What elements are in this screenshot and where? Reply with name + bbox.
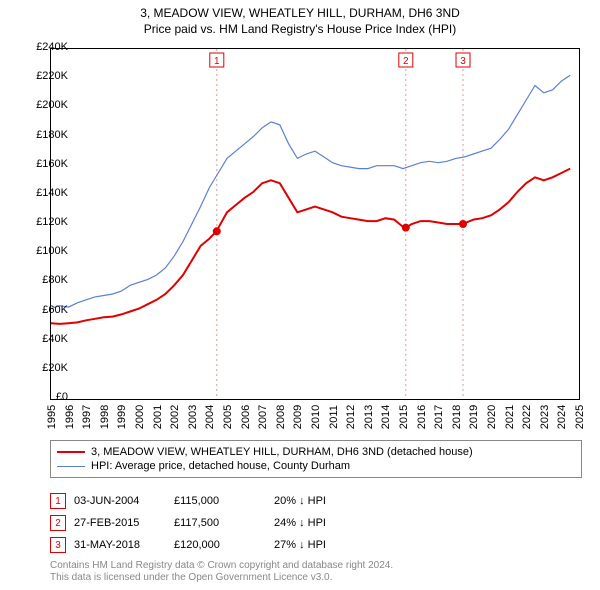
plot-svg: 1 2 3: [51, 49, 579, 399]
sale-price-1: £115,000: [174, 495, 274, 507]
chart-title-line2: Price paid vs. HM Land Registry's House …: [0, 22, 600, 36]
sale-delta-1: 20% ↓ HPI: [274, 495, 326, 507]
legend-row-series0: 3, MEADOW VIEW, WHEATLEY HILL, DURHAM, D…: [57, 445, 575, 459]
svg-text:2: 2: [403, 56, 409, 67]
sale-marker-1: 1: [50, 493, 66, 509]
legend-swatch-1: [57, 466, 85, 467]
chart-title-line1: 3, MEADOW VIEW, WHEATLEY HILL, DURHAM, D…: [0, 6, 600, 20]
sales-table: 1 03-JUN-2004 £115,000 20% ↓ HPI 2 27-FE…: [50, 490, 326, 556]
sale-date-3: 31-MAY-2018: [74, 539, 174, 551]
sale-price-3: £120,000: [174, 539, 274, 551]
sales-row-3: 3 31-MAY-2018 £120,000 27% ↓ HPI: [50, 534, 326, 556]
sale-price-2: £117,500: [174, 517, 274, 529]
legend-swatch-0: [57, 451, 85, 453]
chart-page: 3, MEADOW VIEW, WHEATLEY HILL, DURHAM, D…: [0, 0, 600, 590]
sale-delta-2: 24% ↓ HPI: [274, 517, 326, 529]
sale-date-2: 27-FEB-2015: [74, 517, 174, 529]
legend-label-1: HPI: Average price, detached house, Coun…: [91, 460, 350, 472]
plot-area: 1 2 3: [50, 48, 580, 400]
attribution-line1: Contains HM Land Registry data © Crown c…: [50, 560, 393, 572]
sales-row-2: 2 27-FEB-2015 £117,500 24% ↓ HPI: [50, 512, 326, 534]
attribution: Contains HM Land Registry data © Crown c…: [50, 560, 393, 584]
attribution-line2: This data is licensed under the Open Gov…: [50, 572, 393, 584]
sale-marker-2: 2: [50, 515, 66, 531]
sale-date-1: 03-JUN-2004: [74, 495, 174, 507]
sale-delta-3: 27% ↓ HPI: [274, 539, 326, 551]
legend-row-series1: HPI: Average price, detached house, Coun…: [57, 459, 575, 473]
sale-marker-3: 3: [50, 537, 66, 553]
legend-label-0: 3, MEADOW VIEW, WHEATLEY HILL, DURHAM, D…: [91, 446, 473, 458]
svg-text:3: 3: [460, 56, 466, 67]
svg-text:1: 1: [214, 56, 220, 67]
sales-row-1: 1 03-JUN-2004 £115,000 20% ↓ HPI: [50, 490, 326, 512]
legend: 3, MEADOW VIEW, WHEATLEY HILL, DURHAM, D…: [50, 440, 582, 478]
